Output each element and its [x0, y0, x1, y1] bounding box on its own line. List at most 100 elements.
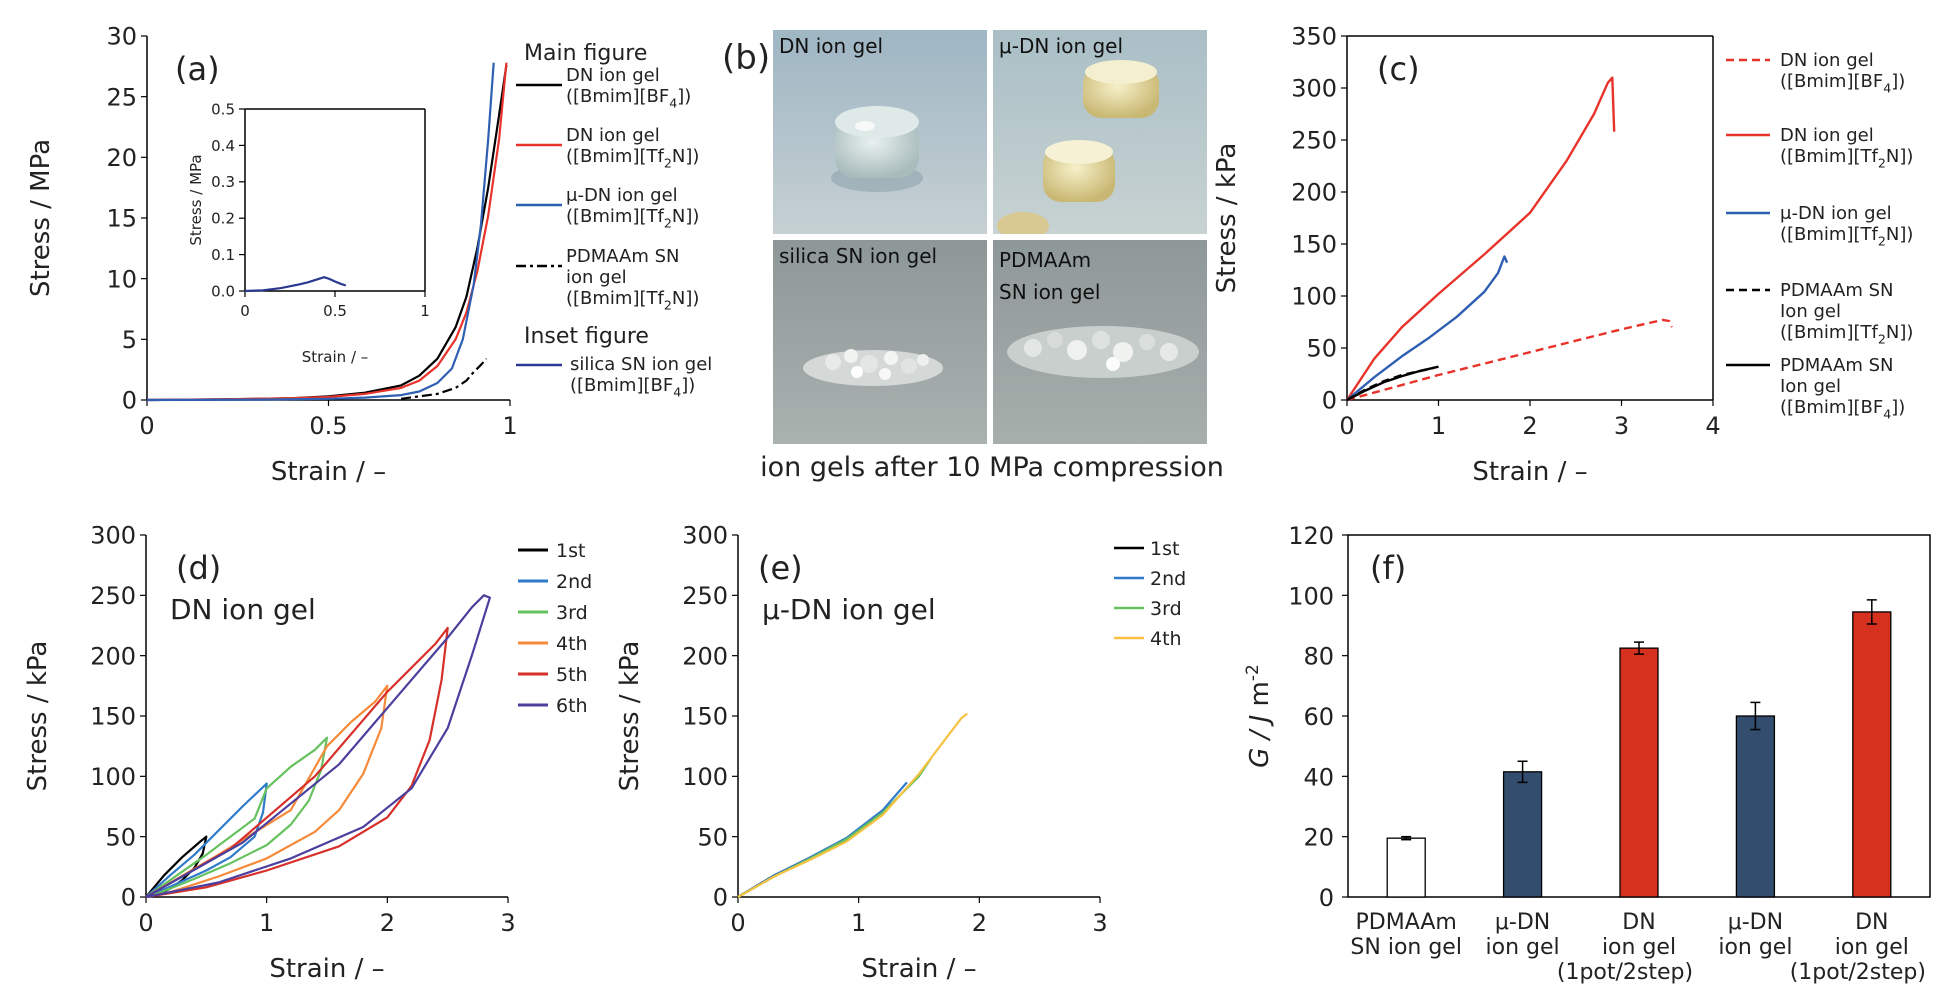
bar: [1852, 611, 1892, 898]
y-tick-label: 50: [105, 823, 136, 851]
series-line: [146, 62, 508, 402]
x-tick-label: 1: [502, 412, 517, 440]
panel-c: 0 1 2 3 4 0 50 100 150 200 250 300 350 Strain / – Stre…: [1212, 23, 1721, 487]
legend-label: PDMAAm SN: [1780, 280, 1894, 301]
category-label: ion gel: [1486, 935, 1560, 960]
y-tick-label: 0.4: [211, 137, 235, 155]
label-fragment: Tf: [1860, 322, 1879, 343]
legend-label: ([Bmim][Tf2N]): [566, 288, 699, 312]
label-fragment: ([Bmim][: [566, 206, 647, 227]
y-axis-label: G / J m-2: [1243, 664, 1275, 768]
bar: [1386, 837, 1426, 898]
photo-label-silica: silica SN ion gel: [779, 244, 938, 268]
legend-label: 4th: [1150, 628, 1182, 650]
y-tick-label: 0: [713, 884, 728, 912]
legend-c: DN ion gel([Bmim][BF4])DN ion gel([Bmim]…: [1726, 50, 1913, 421]
category-label: PDMAAm: [1356, 910, 1457, 935]
x-tick-label: 4: [1705, 412, 1720, 440]
photo-label-mu-dn: μ-DN ion gel: [999, 34, 1124, 58]
y-tick-label: 300: [682, 522, 728, 550]
y-tick-label: 250: [90, 582, 136, 610]
panel-a-inset: 0 0.5 1 0.0 0.1 0.2 0.3 0.4 0.5 Strain / – Stress …: [187, 100, 430, 366]
group-label: (1pot/2step): [1790, 960, 1926, 985]
legend-label: 6th: [556, 695, 588, 717]
legend-label: μ-DN ion gel: [566, 185, 678, 206]
y-tick-label: 250: [1291, 127, 1337, 155]
panel-b-photo-grid: DN ion gel μ-DN ion gel: [773, 30, 1207, 444]
label-fragment: BF: [1861, 71, 1884, 92]
legend-label: Ion gel: [1780, 301, 1841, 322]
legend-label: DN ion gel: [566, 65, 660, 86]
label-fragment: PDMAAm SN: [566, 246, 680, 267]
y-tick-label: 25: [106, 83, 137, 111]
legend-label: 5th: [556, 664, 588, 686]
panel-label: (f): [1370, 549, 1406, 587]
y-tick-label: 100: [682, 763, 728, 791]
panel-subtitle: μ-DN ion gel: [762, 593, 936, 626]
label-fragment: Tf: [646, 288, 665, 309]
panel-subtitle: DN ion gel: [170, 593, 316, 626]
legend-label: DN ion gel: [1780, 50, 1874, 71]
label-fragment: ]): [1891, 397, 1905, 418]
label-fragment: 2: [1878, 233, 1886, 248]
y-tick-label: 30: [106, 23, 137, 51]
x-tick-label: 0: [730, 909, 745, 937]
legend-label: PDMAAm SN: [1780, 355, 1894, 376]
x-tick-label: 0: [240, 302, 250, 320]
label-fragment: ([Bmim][: [566, 86, 647, 107]
label-fragment: DN ion gel: [566, 65, 660, 86]
label-fragment: silica SN ion gel: [570, 354, 712, 375]
legend-label: ([Bmim][Tf2N]): [566, 206, 699, 230]
panel-d: 0 1 2 3 0 50 100 150 200 250 300 Strain / – Stress /…: [23, 522, 516, 984]
legend-label: PDMAAm SN: [566, 246, 680, 267]
photo-dn-ion-gel-image: [773, 30, 987, 234]
x-tick-label: 1: [851, 909, 866, 937]
label-fragment: Stress / kPa: [23, 641, 53, 792]
panel-label: (e): [758, 549, 803, 587]
label-fragment: 2: [664, 155, 672, 170]
y-tick-label: 0.5: [211, 100, 235, 118]
panel-label: (d): [176, 549, 221, 587]
category-label: ion gel: [1835, 935, 1909, 960]
label-fragment: 2: [664, 215, 672, 230]
x-tick-label: 2: [380, 909, 395, 937]
x-tick-label: 1: [259, 909, 274, 937]
group-label: (1pot/2step): [1557, 960, 1693, 985]
y-tick-label: 200: [682, 642, 728, 670]
y-tick-label: 60: [1303, 703, 1334, 731]
bar: [1502, 771, 1543, 898]
label-fragment: ([Bmim][: [1780, 146, 1861, 167]
category-label: μ-DN: [1728, 910, 1783, 935]
photo-pdmaam-sn-ion-gel: PDMAAm SN ion gel: [993, 240, 1207, 444]
photo-pdmaam-sn-ion-gel-image: [993, 240, 1207, 444]
y-tick-label: 0: [122, 387, 137, 415]
x-tick-label: 0: [1339, 412, 1354, 440]
x-tick-label: 0.5: [309, 412, 347, 440]
y-tick-label: 250: [682, 582, 728, 610]
label-fragment: N: [1886, 322, 1899, 343]
x-axis-label: Strain / –: [271, 457, 386, 487]
label-fragment: Ion gel: [1780, 301, 1841, 322]
label-fragment: ]): [685, 146, 699, 167]
label-fragment: ([Bmim][: [566, 288, 647, 309]
legend-e: 1st 2nd 3rd 4th: [1114, 538, 1186, 650]
y-tick-label: 100: [90, 763, 136, 791]
label-fragment: 4: [1883, 406, 1891, 421]
x-tick-label: 0.5: [323, 302, 347, 320]
category-label: ion gel: [1602, 935, 1676, 960]
series-line: [146, 62, 495, 402]
bar: [1735, 715, 1776, 898]
y-tick-label: 0.1: [211, 246, 235, 264]
legend-label: ([Bmim][BF4]): [1780, 397, 1905, 421]
inset-series-line: [244, 276, 347, 293]
category-label: μ-DN: [1495, 910, 1550, 935]
x-axis-label: Strain / –: [269, 954, 384, 984]
y-tick-label: 120: [1288, 522, 1334, 550]
label-fragment: N: [672, 288, 685, 309]
series-line: [737, 757, 933, 898]
y-tick-label: 0: [121, 884, 136, 912]
